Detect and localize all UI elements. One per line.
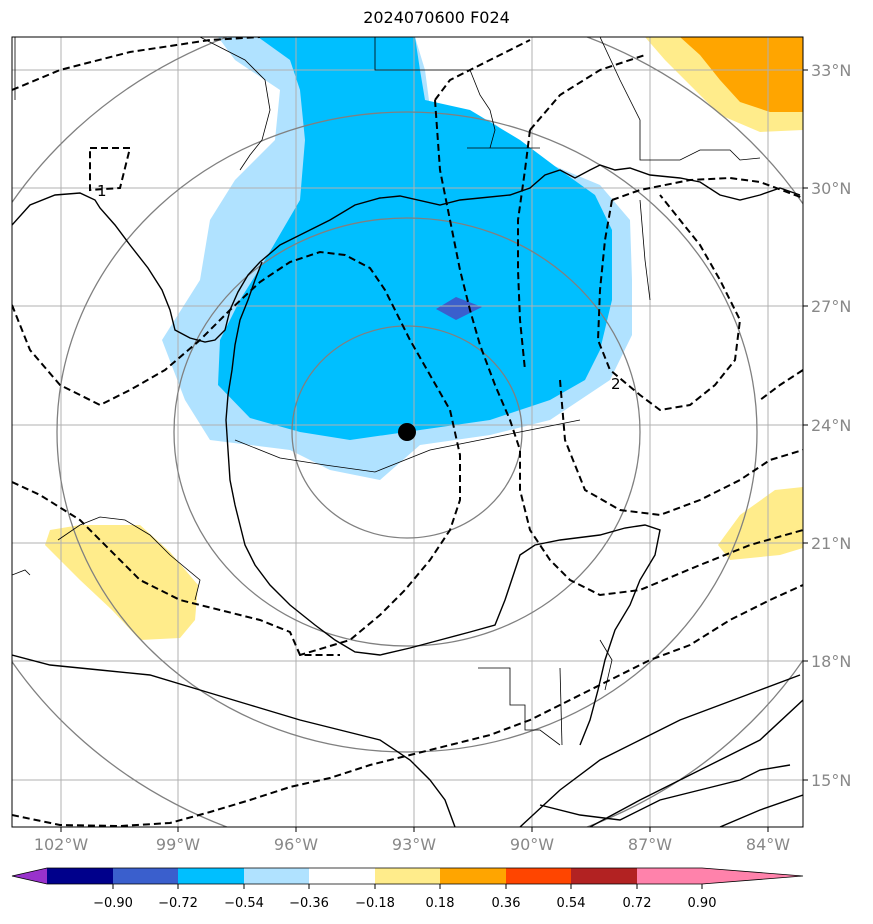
colorbar-segment-3 [178, 868, 244, 884]
colorbar: −0.90 −0.72 −0.54 −0.36 −0.18 0.18 0.36 … [11, 867, 804, 911]
dashed-contours [12, 37, 803, 827]
lat-label-30n: 30°N [811, 179, 851, 198]
lat-label-24n: 24°N [811, 416, 851, 435]
axis-ticks [60, 69, 808, 832]
royal-blue-region [436, 297, 482, 320]
colorbar-segment-4 [244, 868, 309, 884]
colorbar-tick-3: −0.54 [224, 896, 264, 911]
latitude-labels: 33°N 30°N 27°N 24°N 21°N 18°N 15°N [811, 61, 851, 790]
lat-label-18n: 18°N [811, 652, 851, 671]
colorbar-segment-8 [506, 868, 571, 884]
contour-label-2: 2 [611, 375, 621, 393]
colorbar-segment-10 [637, 868, 702, 884]
lon-label-84w: 84°W [746, 835, 790, 854]
deep-sky-blue-region [218, 37, 612, 440]
lon-label-87w: 87°W [628, 835, 672, 854]
lat-label-21n: 21°N [811, 534, 851, 553]
colorbar-tick-6: 0.18 [426, 896, 455, 911]
lon-label-99w: 99°W [156, 835, 200, 854]
lat-label-33n: 33°N [811, 61, 851, 80]
colorbar-segment-1 [47, 868, 113, 884]
colorbar-high-extend [702, 868, 803, 884]
colorbar-tick-8: 0.54 [557, 896, 586, 911]
map-title: 2024070600 F024 [363, 8, 510, 27]
colorbar-segment-6 [375, 868, 440, 884]
storm-center-dot[interactable] [398, 423, 416, 441]
coastlines [12, 164, 803, 827]
colorbar-tick-10: 0.90 [688, 896, 717, 911]
colorbar-segment-5 [309, 868, 375, 884]
lat-label-27n: 27°N [811, 297, 851, 316]
colorbar-segment-7 [440, 868, 506, 884]
lon-label-96w: 96°W [274, 835, 318, 854]
lat-label-15n: 15°N [811, 771, 851, 790]
colorbar-tick-9: 0.72 [623, 896, 652, 911]
longitude-labels: 102°W 99°W 96°W 93°W 90°W 87°W 84°W [34, 835, 790, 854]
colorbar-outline [11, 867, 804, 885]
contour-label-1: 1 [97, 182, 107, 200]
colorbar-tick-5: −0.18 [355, 896, 395, 911]
borders [12, 37, 761, 746]
colorbar-segment-2 [113, 868, 178, 884]
lon-label-90w: 90°W [510, 835, 554, 854]
colorbar-low-extend [12, 868, 47, 884]
colorbar-tick-7: 0.36 [492, 896, 521, 911]
lon-label-93w: 93°W [392, 835, 436, 854]
map-frame [11, 36, 804, 828]
colorbar-tick-2: −0.72 [158, 896, 198, 911]
colorbar-tick-4: −0.36 [289, 896, 329, 911]
colorbar-tick-1: −0.90 [93, 896, 133, 911]
light-yellow-region-e [718, 487, 803, 560]
colorbar-segment-9 [571, 868, 637, 884]
lon-label-102w: 102°W [34, 835, 89, 854]
orange-region-ne [680, 37, 803, 112]
